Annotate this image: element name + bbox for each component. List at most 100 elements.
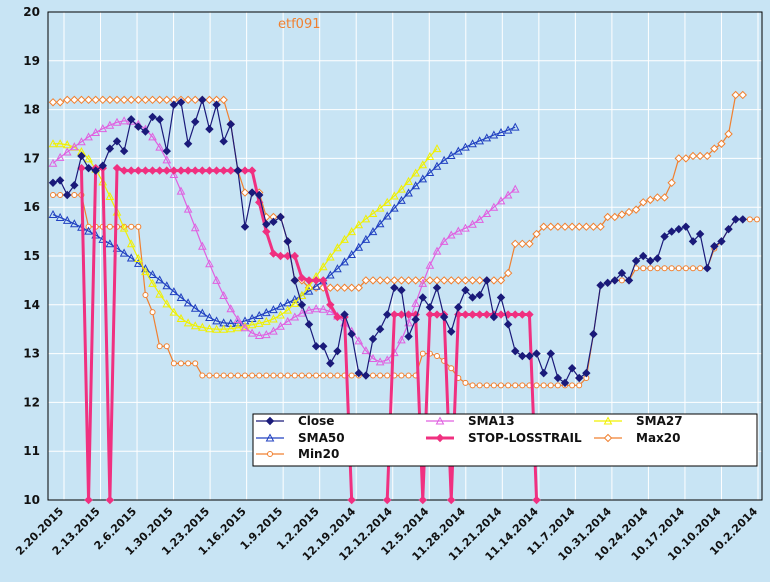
data-point [368,208,378,218]
data-point [141,95,150,105]
data-point [398,372,405,379]
legend-item: STOP-LOSSTRAIL [426,431,582,445]
data-point [432,161,442,170]
data-point [397,310,406,319]
data-point [261,308,271,317]
data-point [525,310,534,319]
data-point [447,495,456,505]
data-point [404,276,413,285]
data-point [148,112,157,122]
data-point [368,227,378,236]
data-point [468,219,477,228]
data-point [155,289,165,298]
data-point [155,166,164,175]
data-point [298,372,305,379]
data-point [532,229,541,239]
data-point [639,251,648,261]
legend-item: Min20 [256,447,339,461]
y-tick-label: 10 [23,493,40,507]
data-point [234,372,241,379]
data-point [631,256,641,266]
data-point [205,324,214,333]
data-point [703,263,712,273]
data-point [155,275,165,284]
data-point [84,154,93,163]
data-point [297,300,307,310]
data-point [446,230,456,239]
data-point [319,276,328,285]
data-point [653,193,662,202]
data-point [84,95,93,105]
data-point [404,176,413,185]
data-point [205,312,214,321]
data-point [461,285,470,295]
data-point [170,360,177,367]
data-point [667,178,676,188]
data-point [77,151,86,161]
legend-label: Close [298,414,334,428]
data-point [603,416,613,425]
data-point [226,304,236,313]
data-point [169,169,179,179]
data-point [134,95,143,105]
legend-label: SMA27 [636,414,683,428]
data-point [254,330,264,340]
data-point [361,346,371,355]
data-point [48,158,58,167]
data-point [668,265,675,272]
data-point [624,276,634,285]
data-point [247,320,257,329]
data-point [48,178,58,188]
data-point [290,276,299,285]
data-point [333,264,342,273]
data-point [397,285,406,295]
data-point [226,324,236,333]
data-point [163,343,170,350]
data-point [575,373,584,383]
data-point [418,293,427,302]
data-point [624,207,634,217]
data-point [432,144,442,153]
data-point [489,312,499,322]
data-point [190,223,200,232]
data-point [375,324,385,334]
data-point [126,253,136,262]
data-point [439,312,449,322]
data-point [610,212,619,222]
data-point [354,368,363,378]
data-point [482,276,491,285]
data-point [249,372,256,379]
data-point [435,416,445,425]
data-point [106,223,113,230]
data-point [197,322,207,331]
data-point [213,372,220,379]
data-point [265,433,275,442]
data-point [267,451,273,457]
data-point [631,205,641,214]
data-point [404,332,413,341]
data-point [70,181,79,190]
data-point [155,142,165,151]
data-point [128,223,135,230]
data-point [432,283,442,292]
x-axis-ticks: 2.20.20152.13.20152.6.20151.30.20151.23.… [13,505,760,564]
data-point [468,310,477,319]
data-point [190,303,200,312]
data-point [261,316,271,325]
data-point [518,239,527,249]
data-point [55,152,65,161]
data-point [483,382,490,389]
data-point [475,214,485,223]
series-line [53,194,757,386]
data-point [724,129,733,139]
data-point [518,310,527,319]
data-point [226,166,235,175]
data-point [717,237,726,246]
data-point [276,251,285,261]
data-point [70,95,79,105]
data-point [178,360,184,367]
data-point [148,278,157,287]
y-tick-label: 18 [23,103,40,117]
data-point [340,234,349,243]
